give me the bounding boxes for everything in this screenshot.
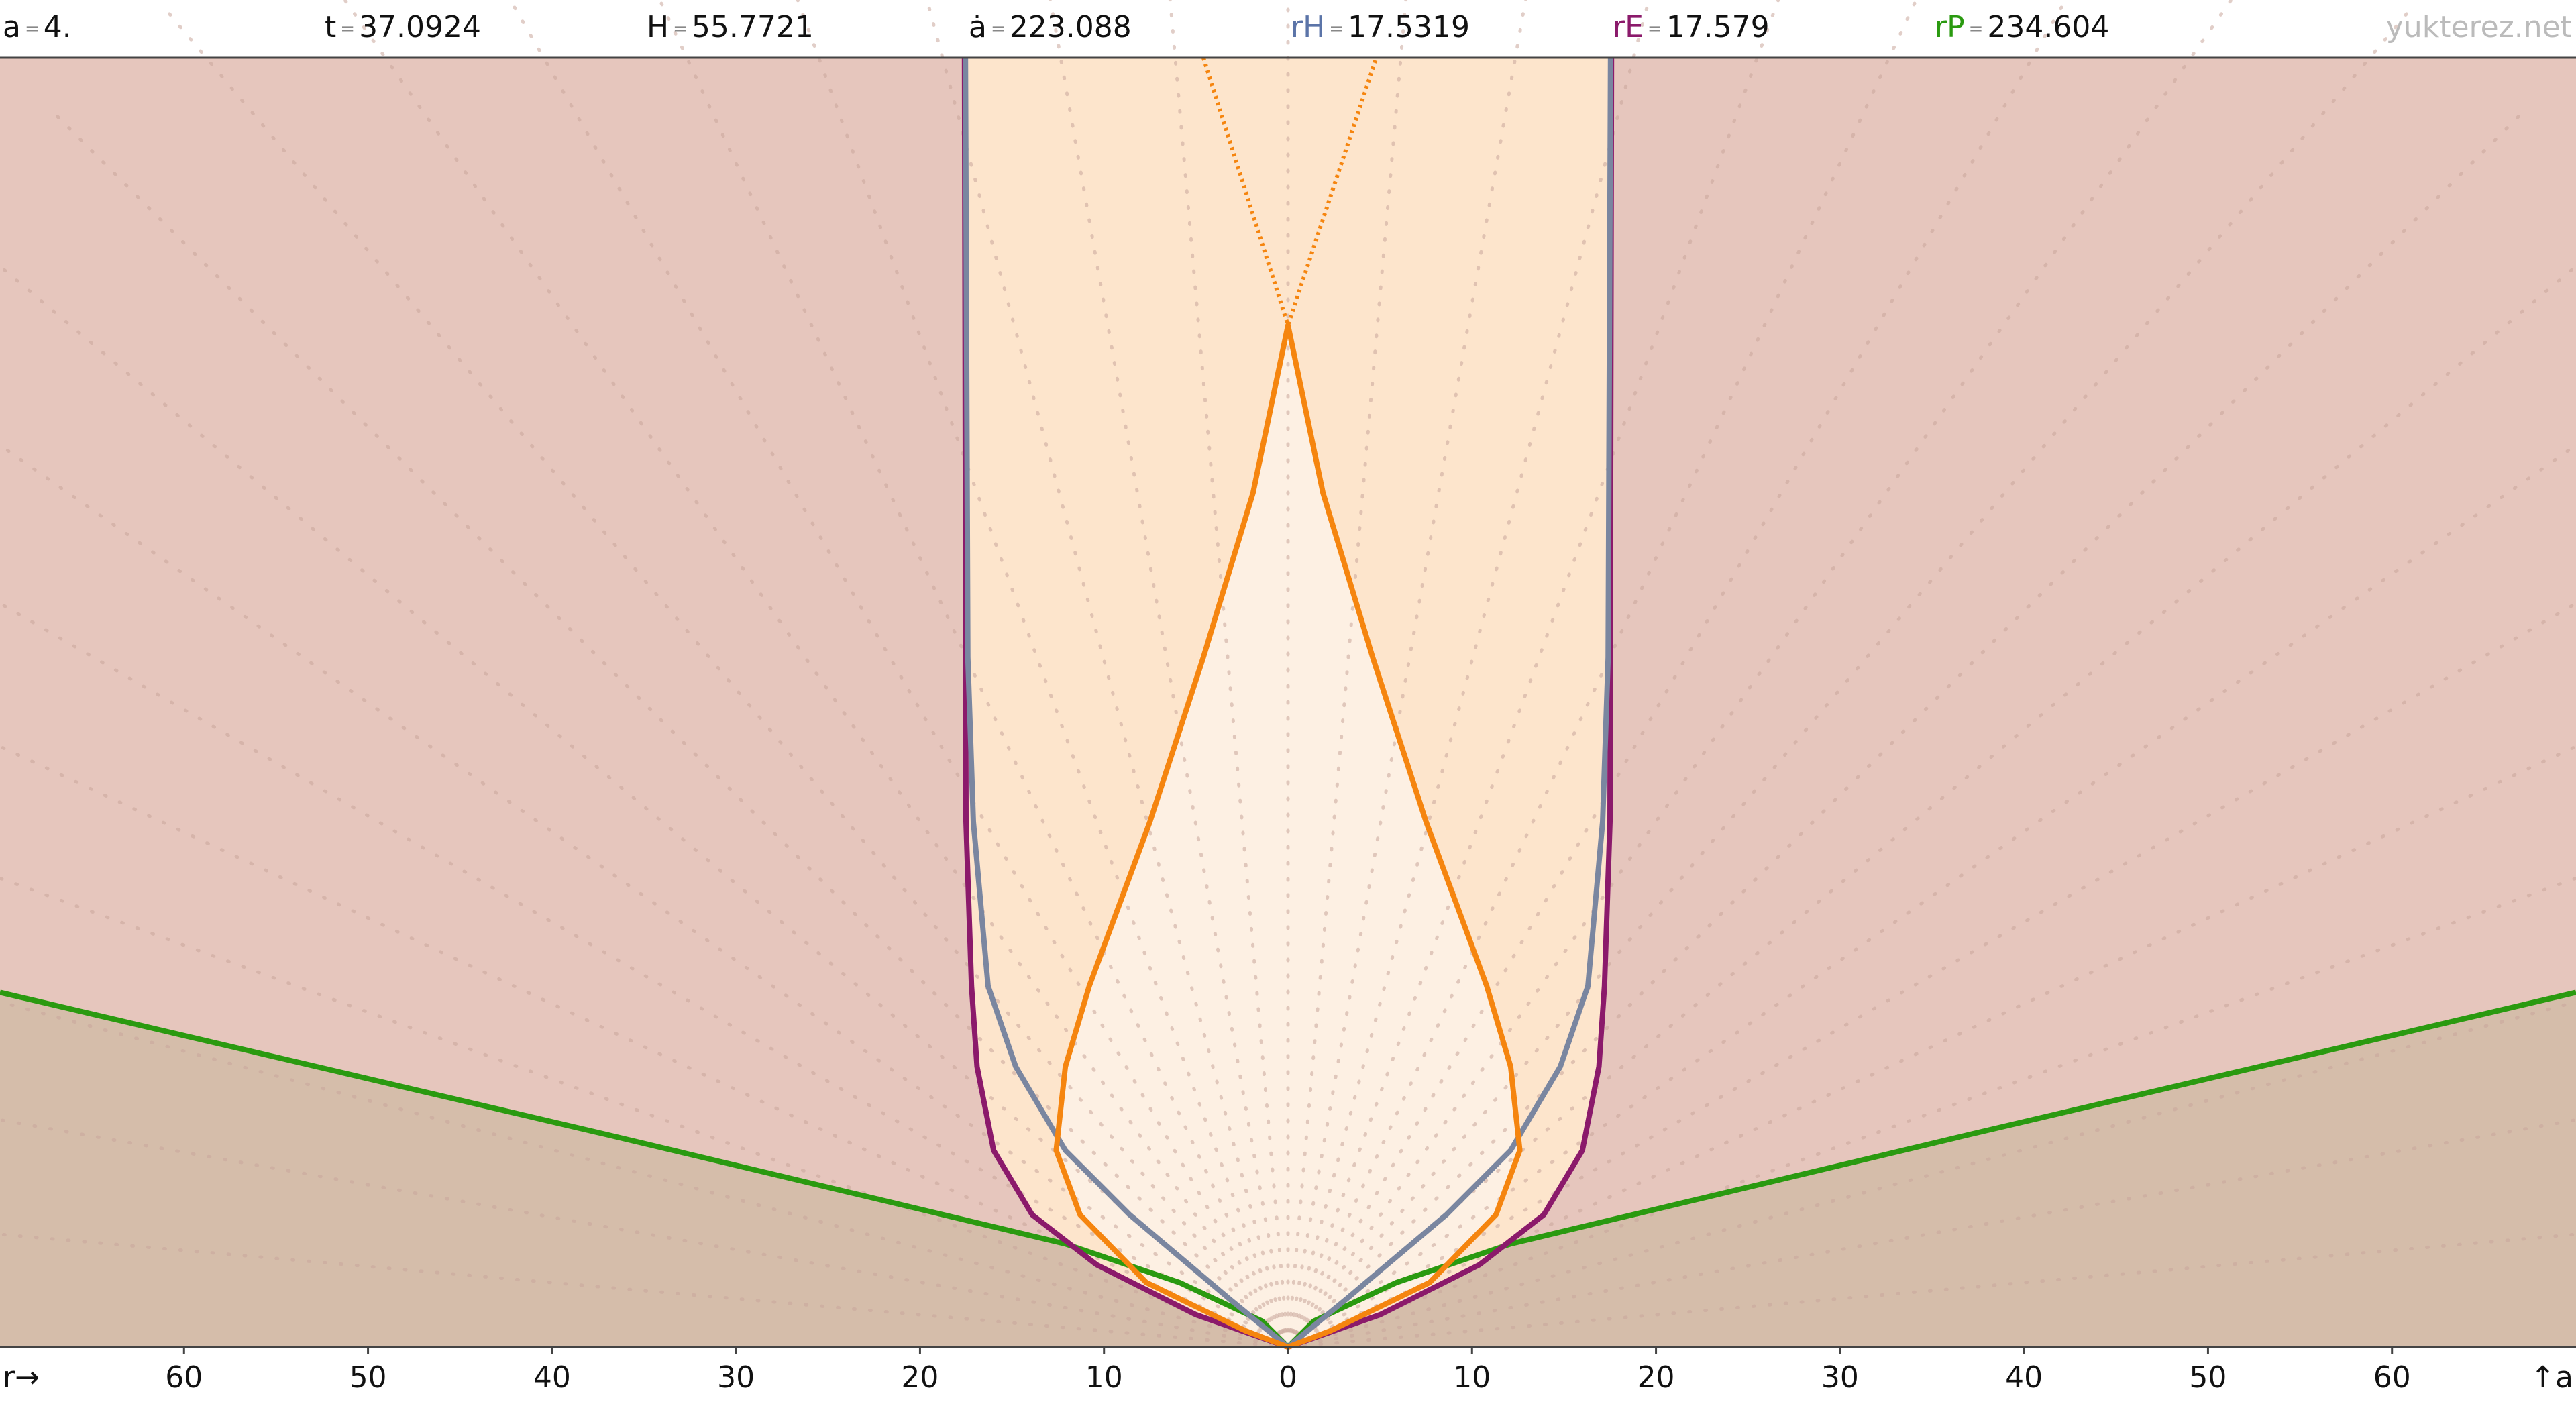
x-tick-label: 60 [2373,1360,2411,1395]
x-ticks: 60 50 40 30 20 10 0 10 20 30 40 50 60 [165,1347,2411,1395]
watermark: yukterez.net [2386,10,2572,44]
ray [1286,999,2576,1349]
x-tick-label: 20 [1638,1360,1675,1395]
readouts: a = 4. t = 37.0924 H = 55.7721 ȧ = 223.088 rH = 17.531… [3,10,2109,44]
readout-equals: = [1648,19,1662,39]
ray [0,1118,1290,1349]
ray [0,744,1290,1349]
ray [342,0,1290,1349]
readout-equals: = [673,19,688,39]
ray [1168,0,1290,1349]
ray [1286,264,2576,1349]
readout-value: 234.604 [1987,10,2109,44]
readout-symbol: ȧ [969,10,987,44]
x-tick-label: 30 [1821,1360,1859,1395]
ray [0,601,1290,1349]
ray [925,0,1290,1349]
x-tick-label: 20 [901,1360,938,1395]
readout-symbol: rH [1291,10,1325,44]
readout-value: 17.579 [1666,10,1770,44]
x-tick-label: 40 [533,1360,571,1395]
ray [1286,0,2068,1349]
ray [0,264,1290,1349]
region-fill [0,992,2576,1347]
dotted-rays [0,0,2576,1349]
readout-value: 55.7721 [692,10,814,44]
x-tick-label: 30 [717,1360,755,1395]
ray [1286,744,2576,1349]
readout-symbol: rE [1613,10,1644,44]
readout-symbol: t [325,10,336,44]
readout: rE = 17.579 [1613,10,1770,44]
readout: rP = 234.604 [1935,10,2109,44]
ray [1286,1232,2576,1349]
ray [796,0,1290,1349]
x-tick-label: 10 [1453,1360,1491,1395]
readout-equals: = [340,19,355,39]
readout-value: 37.0924 [359,10,481,44]
readout: t = 37.0924 [325,10,481,44]
ray [1286,0,2234,1349]
ray [1286,601,2576,1349]
ray [1286,0,1527,1349]
readout-symbol: a [3,10,21,44]
ray [1286,443,2576,1349]
curve [1053,322,1523,1350]
readout-symbol: rP [1935,10,1965,44]
ray [0,999,1290,1349]
x-tick-label: 50 [2189,1360,2226,1395]
region-fill [1056,325,1520,1348]
x-tick-label: 50 [350,1360,387,1395]
x-tick-label: 40 [2005,1360,2043,1395]
readout: rH = 17.5319 [1291,10,1470,44]
ray [1286,9,2411,1349]
ray [1049,0,1290,1349]
ray [1286,112,2523,1349]
readout-equals: = [1969,19,1984,39]
readout: a = 4. [3,10,72,44]
ray [1286,0,1919,1349]
ray [0,1232,1290,1349]
ray [1286,0,1780,1349]
ray [0,876,1290,1349]
readout-equals: = [25,19,40,39]
x-tick-label: 10 [1085,1360,1123,1395]
readout-value: 4. [44,10,72,44]
readout: H = 55.7721 [647,10,814,44]
x-axis-label: r→ [3,1360,40,1395]
readout-equals: = [991,19,1006,39]
ray [165,9,1290,1349]
readout-value: 17.5319 [1348,10,1470,44]
readout-symbol: H [647,10,669,44]
ray [1286,0,1651,1349]
ray [1286,1118,2576,1349]
x-tick-label: 60 [165,1360,203,1395]
readout: ȧ = 223.088 [969,10,1132,44]
ray [1286,0,1408,1349]
readout-equals: = [1329,19,1344,39]
ray [53,112,1290,1349]
ray [1286,876,2576,1349]
readout-value: 223.088 [1010,10,1132,44]
ray [508,0,1290,1349]
y-axis-label: ↑a [2530,1360,2573,1395]
ray [0,443,1290,1349]
x-tick-label: 0 [1279,1360,1297,1395]
ray [657,0,1290,1349]
